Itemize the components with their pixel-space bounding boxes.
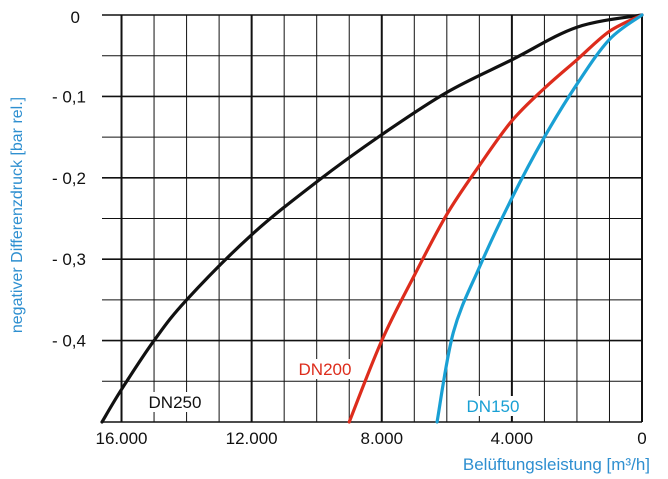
- grid-minor-lines: [102, 15, 642, 422]
- x-axis-label: Belüftungsleistung [m³/h]: [463, 455, 650, 474]
- series-label-dn150: DN150: [467, 397, 520, 416]
- x-tick-label: 0: [637, 429, 646, 448]
- y-tick-label: 0: [71, 8, 80, 27]
- y-tick-label: - 0,3: [52, 250, 86, 269]
- y-tick-label: - 0,4: [52, 332, 86, 351]
- y-tick-label: - 0,2: [52, 169, 86, 188]
- x-tick-label: 8.000: [360, 429, 403, 448]
- y-tick-label: - 0,1: [52, 87, 86, 106]
- series-line-dn250: [100, 13, 644, 424]
- x-tick-label: 4.000: [491, 429, 534, 448]
- x-tick-label: 12.000: [226, 429, 278, 448]
- series-label-bg: [467, 396, 519, 416]
- series-line-dn200: [347, 13, 644, 424]
- series-label-bg: [149, 392, 201, 412]
- series-label-dn200: DN200: [299, 360, 352, 379]
- grid-major-lines: [102, 14, 643, 423]
- series-label-bg: [299, 359, 351, 379]
- series-label-dn250: DN250: [149, 393, 202, 412]
- y-axis-label: negativer Differenzdruck [bar rel.]: [9, 97, 26, 333]
- series-lines: [100, 13, 644, 424]
- x-tick-label: 16.000: [96, 429, 148, 448]
- series-labels: DN250 DN200 DN150: [149, 359, 520, 416]
- tick-labels: 16.000 12.000 8.000 4.000 0 0 - 0,1 - 0,2 - 0,3 -…: [52, 8, 647, 448]
- series-line-dn150: [435, 13, 644, 424]
